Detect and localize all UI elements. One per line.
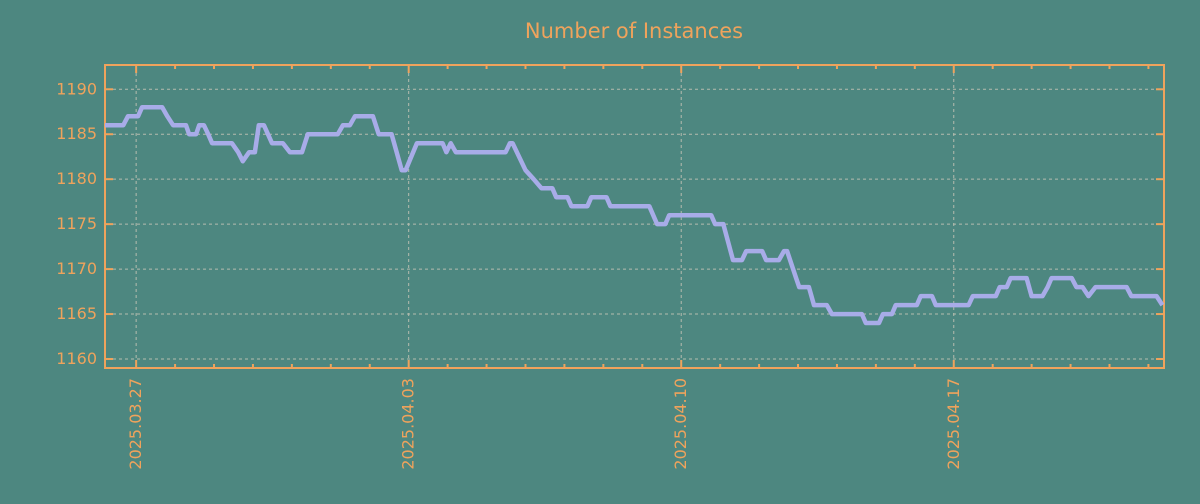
gridlines [107,67,1162,366]
y-tick-labels: 1160 1165 1170 1175 1180 1185 1190 [56,79,97,368]
y-tick-label: 1180 [56,169,97,188]
x-tick-label: 2025.04.17 [944,378,963,470]
series-lines [105,105,1165,326]
x-tick-labels: 2025.03.27 2025.04.03 2025.04.10 2025.04.17 [126,378,963,470]
x-tick-label: 2025.03.27 [126,378,145,470]
chart-title: Number of Instances [525,19,743,43]
y-tick-label: 1160 [56,349,97,368]
y-tick-label: 1185 [56,124,97,143]
y-tick-label: 1175 [56,214,97,233]
x-tick-label: 2025.04.03 [399,378,418,470]
x-tick-label: 2025.04.10 [671,378,690,470]
series-line-instances [105,105,1165,326]
y-tick-label: 1165 [56,304,97,323]
y-tick-label: 1170 [56,259,97,278]
plot-border [104,64,1165,369]
axis-ticks [105,65,1164,368]
y-tick-label: 1190 [56,79,97,98]
